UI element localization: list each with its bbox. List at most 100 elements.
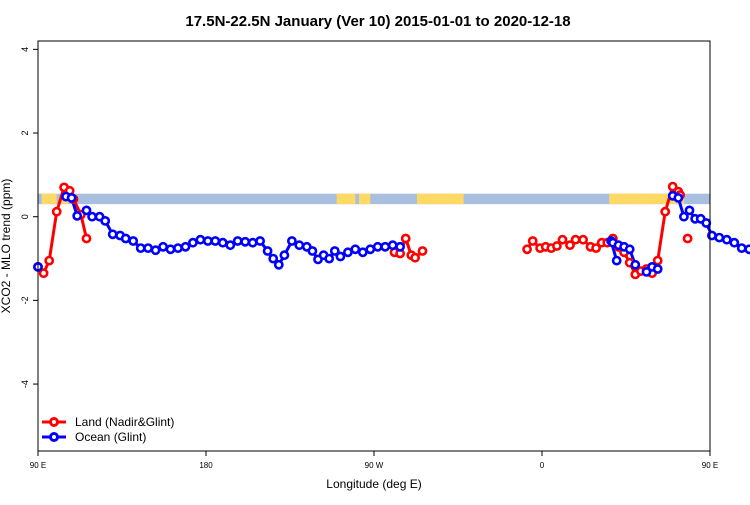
strip-land-segment xyxy=(336,193,356,205)
x-tick-label: 0 xyxy=(540,461,545,470)
land-point xyxy=(522,244,532,255)
ocean-point xyxy=(350,244,361,255)
ocean-point xyxy=(673,192,684,203)
strip-land-segment xyxy=(416,193,453,205)
ocean-point xyxy=(701,218,712,228)
legend-land-marker xyxy=(49,417,59,427)
ocean-point xyxy=(268,253,279,264)
x-tick-label: 90 E xyxy=(30,461,46,470)
ocean-point xyxy=(611,255,622,266)
legend: Land (Nadir&Glint) Ocean (Glint) xyxy=(42,415,174,444)
land-point xyxy=(667,181,678,192)
ocean-point xyxy=(66,192,77,203)
y-tick-label: 0 xyxy=(20,214,30,219)
strip-land-segment xyxy=(444,193,464,205)
land-point xyxy=(417,246,428,256)
ocean-point xyxy=(273,259,284,270)
y-tick-label: -4 xyxy=(20,380,30,388)
ocean-point xyxy=(736,243,747,253)
ocean-point xyxy=(72,210,83,221)
ocean-point xyxy=(372,241,383,252)
land-point xyxy=(591,243,601,253)
ocean-point xyxy=(307,246,318,256)
ocean-point xyxy=(240,236,251,247)
y-tick-label: 2 xyxy=(20,131,30,136)
chart-title: 17.5N-22.5N January (Ver 10) 2015-01-01 … xyxy=(185,13,570,30)
ocean-point xyxy=(87,211,97,222)
surface-type-strip xyxy=(38,193,710,205)
ocean-point xyxy=(180,241,191,252)
ocean-point xyxy=(630,259,641,270)
ocean-point xyxy=(624,244,635,255)
legend-ocean-marker xyxy=(49,432,59,442)
ocean-point xyxy=(279,250,290,261)
y-tick-label: 4 xyxy=(20,47,30,52)
ocean-point xyxy=(744,244,750,255)
land-point xyxy=(565,240,575,251)
x-tick-label: 90 W xyxy=(365,461,384,470)
ocean-point xyxy=(395,241,405,252)
ocean-point xyxy=(387,240,398,251)
land-point xyxy=(578,234,588,245)
land-point xyxy=(400,233,411,244)
ocean-point xyxy=(225,240,236,251)
ocean-point xyxy=(380,241,391,252)
land-point xyxy=(81,233,92,244)
land-point xyxy=(38,268,49,279)
ocean-point xyxy=(641,266,652,277)
ocean-point xyxy=(721,234,732,245)
x-tick-label: 90 E xyxy=(702,461,718,470)
ocean-point xyxy=(679,211,689,222)
land-point xyxy=(682,233,693,244)
ocean-point xyxy=(286,236,297,246)
ocean-point xyxy=(342,247,353,258)
ocean-point xyxy=(294,240,305,251)
ocean-point xyxy=(173,243,183,253)
ocean-point xyxy=(143,243,153,253)
ocean-point xyxy=(232,236,243,246)
ocean-point xyxy=(187,237,198,248)
land-point xyxy=(552,241,562,251)
ocean-point xyxy=(255,236,265,246)
ocean-point xyxy=(217,237,228,248)
land-point xyxy=(51,206,62,217)
land-point xyxy=(660,206,671,217)
ocean-point xyxy=(247,237,258,248)
land-point xyxy=(557,234,568,245)
land-point xyxy=(44,255,55,266)
y-axis-label: XCO2 - MLO trend (ppm) xyxy=(0,179,13,314)
ocean-point xyxy=(195,234,206,245)
ocean-point xyxy=(100,215,111,226)
ocean-point xyxy=(324,253,335,264)
x-tick-label: 180 xyxy=(199,461,213,470)
land-point xyxy=(570,234,581,245)
ocean-point xyxy=(714,232,725,243)
y-axis: 4 2 0 -2 -4 xyxy=(20,47,38,388)
ocean-point xyxy=(335,251,346,262)
legend-land-label: Land (Nadir&Glint) xyxy=(75,415,174,429)
ocean-point xyxy=(262,246,273,256)
strip-ocean xyxy=(38,193,710,205)
land-point xyxy=(527,236,538,246)
ocean-point xyxy=(210,236,221,246)
y-tick-label: -2 xyxy=(20,296,30,304)
ocean-point xyxy=(684,205,695,216)
ocean-point xyxy=(128,236,139,246)
ocean-point xyxy=(165,244,176,255)
ocean-point xyxy=(329,246,340,256)
ocean-point xyxy=(652,264,663,274)
ocean-point xyxy=(729,237,740,248)
land-point xyxy=(410,252,420,263)
legend-ocean-label: Ocean (Glint) xyxy=(75,430,146,444)
strip-land-segment xyxy=(359,193,371,205)
ocean-point xyxy=(150,245,161,256)
ocean-point xyxy=(120,233,131,244)
ocean-point xyxy=(81,205,92,216)
strip-land-segment xyxy=(627,193,684,205)
strip-land-segment xyxy=(41,193,57,205)
ocean-point xyxy=(107,229,118,240)
ocean-point xyxy=(357,247,368,258)
x-axis-label: Longitude (deg E) xyxy=(326,477,421,491)
